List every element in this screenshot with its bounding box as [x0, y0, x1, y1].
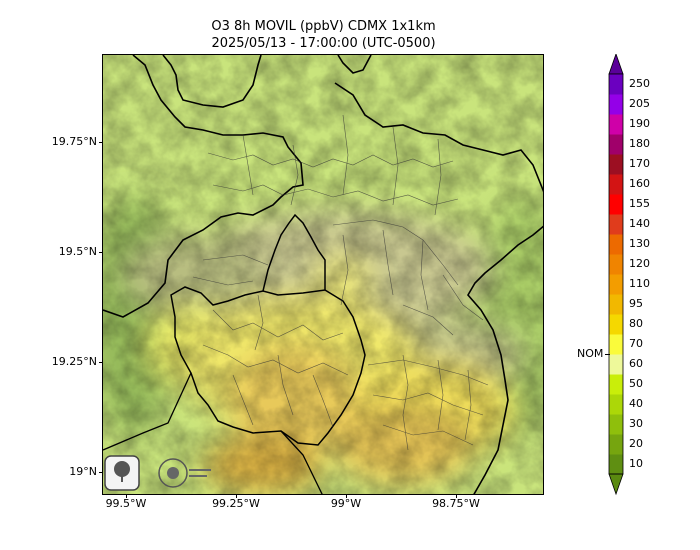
- colorbar-segment: [609, 294, 623, 315]
- colorbar: [608, 54, 624, 496]
- colorbar-level-label: 10: [629, 457, 643, 470]
- cdmx-logo: [155, 453, 215, 493]
- colorbar-segment: [609, 334, 623, 355]
- colorbar-level-label: 40: [629, 397, 643, 410]
- colorbar-level-label: 110: [629, 277, 650, 290]
- y-tick-label: 19°N: [69, 465, 97, 478]
- colorbar-segment: [609, 134, 623, 155]
- map-title-line2: 2025/05/13 - 17:00:00 (UTC-0500): [211, 36, 436, 51]
- y-tick-label: 19.75°N: [51, 135, 97, 148]
- sedema-logo: [104, 455, 140, 491]
- colorbar-segment: [609, 174, 623, 195]
- colorbar-level-label: 205: [629, 97, 650, 110]
- colorbar-segment: [609, 374, 623, 395]
- cdmx-boundary: [170, 286, 366, 446]
- colorbar-level-label: 250: [629, 77, 650, 90]
- colorbar-segment: [609, 214, 623, 235]
- y-tick-label: 19.5°N: [58, 245, 97, 258]
- colorbar-segment: [609, 394, 623, 415]
- colorbar-segment: [609, 74, 623, 95]
- x-tick-label: 99.25°W: [212, 497, 260, 510]
- colorbar-level-label: 160: [629, 177, 650, 190]
- colorbar-level-label: 170: [629, 157, 650, 170]
- colorbar-level-label: 20: [629, 437, 643, 450]
- colorbar-level-label: 190: [629, 117, 650, 130]
- colorbar-segment: [609, 234, 623, 255]
- colorbar-segment: [609, 114, 623, 135]
- colorbar-segment: [609, 314, 623, 335]
- colorbar-level-label: 80: [629, 317, 643, 330]
- y-tick-label: 19.25°N: [51, 355, 97, 368]
- x-tick-label: 98.75°W: [432, 497, 480, 510]
- colorbar-segment: [609, 274, 623, 295]
- x-tick-label: 99°W: [330, 497, 362, 510]
- colorbar-level-label: 70: [629, 337, 643, 350]
- colorbar-segment: [609, 454, 623, 475]
- colorbar-level-label: 180: [629, 137, 650, 150]
- municipal-boundaries: [192, 114, 489, 451]
- colorbar-segment: [609, 414, 623, 435]
- colorbar-segment: [609, 254, 623, 275]
- colorbar-segment: [609, 434, 623, 455]
- map-title-line1: O3 8h MOVIL (ppbV) CDMX 1x1km: [211, 19, 436, 34]
- nom-tick: [605, 354, 610, 355]
- colorbar-level-label: 95: [629, 297, 643, 310]
- colorbar-bottom-arrow: [608, 473, 624, 496]
- colorbar-level-label: 60: [629, 357, 643, 370]
- nom-standard-label: NOM: [577, 347, 604, 360]
- colorbar-top-arrow: [608, 54, 624, 75]
- colorbar-level-label: 155: [629, 197, 650, 210]
- colorbar-segment: [609, 94, 623, 115]
- ozone-map: [102, 54, 544, 495]
- colorbar-level-label: 120: [629, 257, 650, 270]
- colorbar-segment: [609, 194, 623, 215]
- colorbar-level-label: 130: [629, 237, 650, 250]
- colorbar-level-label: 140: [629, 217, 650, 230]
- colorbar-segment: [609, 354, 623, 375]
- colorbar-level-label: 50: [629, 377, 643, 390]
- colorbar-level-label: 30: [629, 417, 643, 430]
- colorbar-segment: [609, 154, 623, 175]
- x-tick-label: 99.5°W: [105, 497, 147, 510]
- region-boundary: [103, 55, 543, 494]
